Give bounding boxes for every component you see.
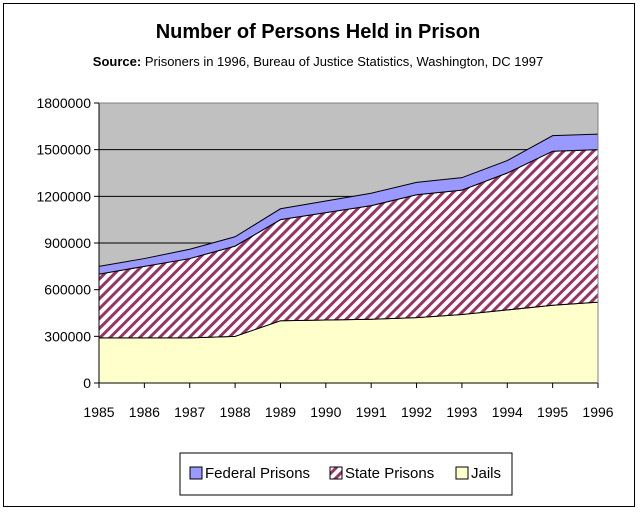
y-tick-label: 1800000 bbox=[36, 95, 91, 111]
y-tick-labels: 0 300000 600000 900000 1200000 1500000 1800000 bbox=[36, 95, 99, 391]
legend-swatch bbox=[329, 466, 343, 480]
legend: Federal Prisons State Prisons Jails bbox=[179, 452, 513, 496]
y-tick-label: 0 bbox=[83, 375, 91, 391]
x-tick-label: 1993 bbox=[446, 404, 477, 420]
x-tick-label: 1994 bbox=[492, 404, 523, 420]
y-tick-label: 300000 bbox=[44, 328, 91, 344]
legend-swatch bbox=[455, 466, 469, 480]
legend-swatch bbox=[189, 466, 203, 480]
chart-subtitle: Source: Prisoners in 1996, Bureau of Jus… bbox=[93, 54, 543, 69]
x-tick-label: 1988 bbox=[220, 404, 251, 420]
x-tick-label: 1996 bbox=[582, 404, 613, 420]
x-tick-label: 1995 bbox=[537, 404, 568, 420]
x-tick-label: 1991 bbox=[356, 404, 387, 420]
x-tick-label: 1986 bbox=[129, 404, 160, 420]
x-tick-label: 1992 bbox=[401, 404, 432, 420]
y-tick-label: 600000 bbox=[44, 282, 91, 298]
x-tick-label: 1985 bbox=[83, 404, 114, 420]
legend-label: Federal Prisons bbox=[205, 465, 310, 482]
y-tick-label: 1500000 bbox=[36, 142, 91, 158]
x-tick-labels: 1985 1986 1987 1988 1989 1990 1991 1992 1993 1994… bbox=[83, 383, 614, 420]
x-tick-label: 1990 bbox=[310, 404, 341, 420]
x-tick-label: 1987 bbox=[174, 404, 205, 420]
y-tick-label: 900000 bbox=[44, 235, 91, 251]
chart-frame bbox=[3, 3, 635, 507]
legend-label: State Prisons bbox=[345, 465, 434, 482]
x-tick-label: 1989 bbox=[265, 404, 296, 420]
subtitle-source-text: Prisoners in 1996, Bureau of Justice Sta… bbox=[145, 54, 543, 69]
chart-title: Number of Persons Held in Prison bbox=[156, 21, 481, 43]
subtitle-source-label: Source: bbox=[93, 54, 141, 69]
legend-label: Jails bbox=[471, 465, 501, 482]
y-tick-label: 1200000 bbox=[36, 188, 91, 204]
